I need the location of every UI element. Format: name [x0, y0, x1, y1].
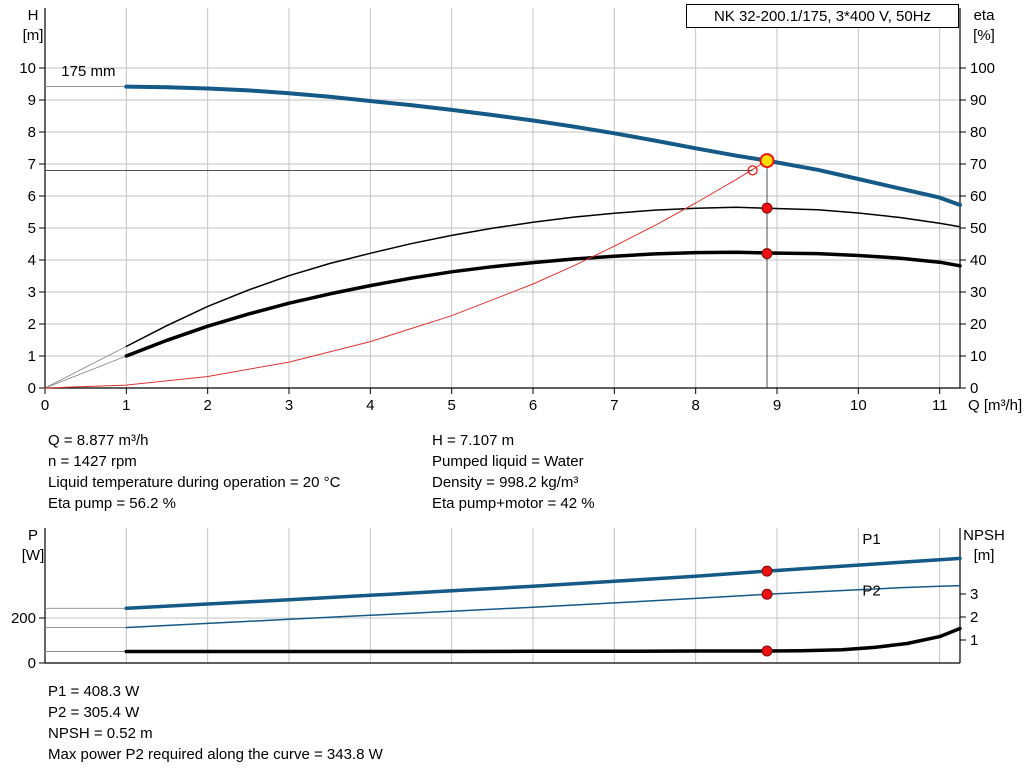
density-value: Density = 998.2 kg/m³ — [432, 474, 579, 491]
left-axis-tick-label: 7 — [28, 156, 36, 173]
power-npsh-chart[interactable]: 0 200 1 2 3 P [W] NPSH [m] P1 P2 — [0, 520, 1024, 680]
left-axis-tick-label: 1 — [28, 348, 36, 365]
x-axis-tick-label: 0 — [41, 397, 49, 414]
impeller-diameter-label: 175 mm — [61, 63, 115, 80]
x-axis-tick-label: 11 — [932, 397, 948, 414]
speed-value: n = 1427 rpm — [48, 453, 137, 470]
npsh-duty-point — [761, 645, 773, 657]
p1-curve-label: P1 — [862, 531, 880, 548]
right-axis-tick-label: 50 — [970, 220, 987, 237]
eta-pump-value: Eta pump = 56.2 % — [48, 495, 176, 512]
eta-pump-motor-curve-lead-line — [44, 355, 127, 389]
right-axis-tick-label: 10 — [970, 348, 987, 365]
right-axis-tick-label: 80 — [970, 124, 987, 141]
right-axis-label: NPSH — [963, 527, 1005, 544]
p2-duty-point — [761, 588, 773, 600]
eta-pump-curve — [125, 206, 961, 348]
eta-pump-motor-value: Eta pump+motor = 42 % — [432, 495, 595, 512]
left-axis-tick-label: 5 — [28, 220, 36, 237]
pump-model-box: NK 32-200.1/175, 3*400 V, 50Hz — [686, 4, 959, 28]
right-axis-label: [m] — [974, 547, 995, 564]
right-axis-tick-label: 40 — [970, 252, 987, 269]
x-axis-tick-label: 10 — [850, 397, 867, 414]
left-axis-tick-label: 8 — [28, 124, 36, 141]
right-axis-tick-label: 2 — [970, 609, 978, 626]
p1-value: P1 = 408.3 W — [48, 683, 140, 700]
left-axis-tick-label: 10 — [19, 60, 36, 77]
liquid-temperature-value: Liquid temperature during operation = 20… — [48, 474, 341, 491]
eta-pump-curve-lead-line — [44, 345, 127, 389]
right-axis-tick-label: 1 — [970, 632, 978, 649]
right-axis-tick-label: 100 — [970, 60, 995, 77]
x-axis-tick-label: 7 — [610, 397, 618, 414]
p2-power-curve — [125, 584, 961, 629]
right-axis-tick-label: 0 — [970, 380, 978, 397]
left-axis-label: H — [28, 7, 39, 24]
x-axis-label: Q [m³/h] — [968, 397, 1022, 414]
right-axis-tick-label: 3 — [970, 586, 978, 603]
x-axis-tick-label: 6 — [529, 397, 537, 414]
x-axis-tick-label: 1 — [122, 397, 130, 414]
right-axis-tick-label: 30 — [970, 284, 987, 301]
left-axis-label: [W] — [22, 547, 45, 564]
max-power-value: Max power P2 required along the curve = … — [48, 746, 383, 763]
right-axis-tick-label: 60 — [970, 188, 987, 205]
requested-duty-point — [747, 165, 758, 176]
right-axis-tick-label: 90 — [970, 92, 987, 109]
system-curve — [44, 160, 768, 389]
x-axis-tick-label: 8 — [691, 397, 699, 414]
p1-duty-point — [761, 565, 773, 577]
x-axis-tick-label: 2 — [203, 397, 211, 414]
left-axis-tick-label: 6 — [28, 188, 36, 205]
p1-power-curve — [124, 556, 962, 611]
pumped-liquid-value: Pumped liquid = Water — [432, 453, 584, 470]
left-axis-tick-label: 3 — [28, 284, 36, 301]
left-axis-tick-label: 4 — [28, 252, 36, 269]
x-axis-tick-label: 3 — [285, 397, 293, 414]
left-axis-tick-label: 0 — [28, 655, 36, 672]
eta-pump-motor-duty-point — [761, 248, 773, 260]
left-axis-tick-label: 0 — [28, 380, 36, 397]
operating-point[interactable] — [759, 153, 775, 169]
duty-info-right: H = 7.107 m Pumped liquid = Water Densit… — [432, 430, 595, 514]
right-axis-tick-label: 20 — [970, 316, 987, 333]
power-info-block: P1 = 408.3 W P2 = 305.4 W NPSH = 0.52 m … — [48, 681, 383, 765]
p2-curve-label: P2 — [862, 583, 880, 600]
x-axis-tick-label: 5 — [447, 397, 455, 414]
pump-model-label: NK 32-200.1/175, 3*400 V, 50Hz — [713, 7, 932, 25]
right-axis-label: eta — [974, 7, 996, 24]
head-value: H = 7.107 m — [432, 432, 515, 449]
head-curve — [124, 84, 962, 207]
duty-info-left: Q = 8.877 m³/h n = 1427 rpm Liquid tempe… — [48, 430, 340, 514]
right-axis-label: [%] — [973, 27, 995, 44]
left-axis-label: P — [28, 527, 38, 544]
eta-pump-duty-point — [761, 202, 773, 214]
eta-pump-motor-curve — [124, 250, 962, 358]
flow-value: Q = 8.877 m³/h — [48, 432, 149, 449]
x-axis-tick-label: 4 — [366, 397, 374, 414]
left-axis-tick-label: 200 — [11, 610, 36, 627]
right-axis-tick-label: 70 — [970, 156, 987, 173]
p2-value: P2 = 305.4 W — [48, 704, 140, 721]
x-axis-tick-label: 9 — [773, 397, 781, 414]
left-axis-tick-label: 9 — [28, 92, 36, 109]
left-axis-tick-label: 2 — [28, 316, 36, 333]
npsh-curve — [124, 626, 962, 654]
npsh-value: NPSH = 0.52 m — [48, 725, 153, 742]
left-axis-label: [m] — [23, 27, 44, 44]
